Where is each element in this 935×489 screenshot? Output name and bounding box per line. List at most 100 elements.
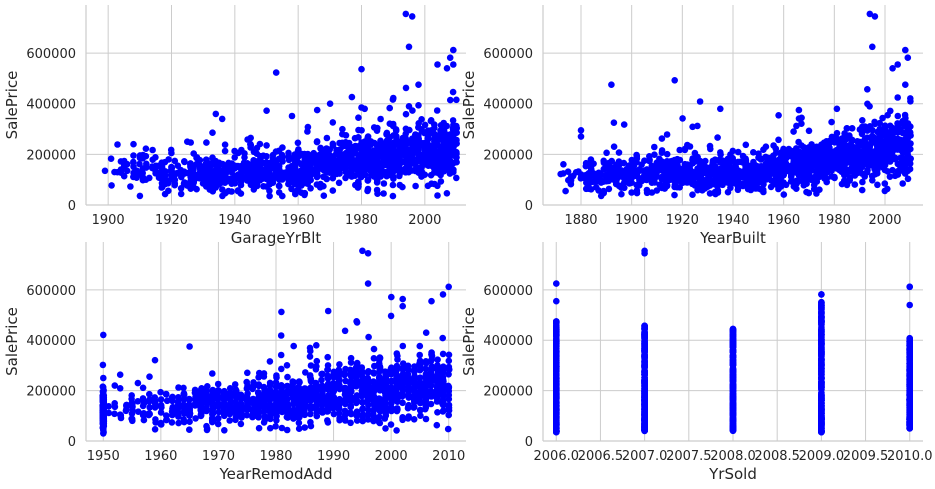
- data-point: [339, 125, 346, 133]
- data-point: [405, 43, 413, 51]
- data-point: [260, 370, 268, 377]
- x-tick-label: 1960: [767, 213, 800, 228]
- data-point: [382, 395, 390, 402]
- data-point: [307, 171, 315, 179]
- data-point: [744, 173, 752, 180]
- data-point: [376, 395, 384, 403]
- y-tick-label: 400000: [483, 98, 533, 113]
- data-point: [871, 171, 879, 178]
- data-point: [180, 384, 187, 392]
- data-point: [243, 385, 251, 392]
- data-point: [901, 111, 909, 119]
- data-point: [276, 182, 283, 190]
- data-point: [209, 386, 217, 394]
- data-point: [101, 167, 109, 175]
- data-point: [320, 192, 328, 199]
- data-point: [374, 124, 381, 132]
- data-point: [843, 169, 851, 176]
- data-point: [433, 421, 441, 429]
- data-point: [323, 156, 330, 164]
- x-tick-label: 2008.0: [710, 449, 756, 464]
- data-point: [140, 410, 148, 417]
- data-point: [742, 141, 750, 149]
- data-point: [727, 177, 734, 184]
- data-point: [651, 151, 658, 158]
- data-point: [358, 139, 365, 146]
- data-point: [445, 351, 453, 359]
- data-point: [307, 166, 315, 174]
- data-point: [689, 123, 696, 131]
- data-point: [336, 139, 343, 147]
- data-point: [324, 382, 332, 390]
- data-point: [430, 169, 438, 176]
- data-point: [221, 147, 229, 155]
- data-point: [212, 110, 220, 118]
- data-point: [421, 383, 429, 391]
- data-point: [364, 250, 372, 257]
- data-point: [795, 106, 803, 114]
- data-point: [714, 187, 722, 194]
- data-point: [260, 384, 268, 392]
- data-point: [445, 383, 453, 391]
- data-point: [603, 162, 610, 170]
- data-point: [284, 387, 292, 395]
- x-tick-label: 1900: [615, 213, 648, 228]
- data-point: [288, 185, 295, 193]
- data-point: [399, 373, 407, 381]
- data-point: [130, 158, 137, 166]
- data-point: [684, 141, 691, 149]
- data-point: [382, 425, 389, 432]
- data-point: [272, 69, 280, 76]
- data-point: [186, 410, 194, 417]
- data-point: [658, 147, 666, 154]
- data-point: [795, 138, 802, 146]
- data-point: [904, 155, 911, 163]
- data-point: [167, 171, 175, 178]
- data-point: [359, 417, 367, 425]
- data-point: [364, 377, 372, 385]
- x-tick-label: 2010.0: [887, 449, 933, 464]
- x-tick-label: 2000: [868, 213, 901, 228]
- y-axis-label: SalePrice: [460, 307, 478, 376]
- data-point: [279, 192, 286, 200]
- data-point: [359, 247, 366, 255]
- x-tick-label: 2010: [432, 449, 465, 464]
- data-point: [290, 395, 297, 402]
- data-point: [772, 145, 780, 152]
- data-point: [152, 167, 159, 174]
- data-point: [395, 138, 403, 145]
- data-point: [168, 408, 176, 416]
- data-point: [307, 185, 314, 192]
- data-point: [221, 387, 228, 395]
- data-point: [775, 112, 782, 119]
- data-point: [214, 392, 222, 399]
- data-point: [676, 146, 683, 154]
- data-point: [437, 178, 445, 185]
- data-point: [190, 176, 197, 184]
- data-point: [139, 176, 147, 184]
- data-point: [383, 155, 390, 163]
- data-point: [290, 400, 297, 408]
- x-tick-label: 2007.0: [622, 449, 668, 464]
- data-point: [142, 145, 150, 152]
- data-point: [255, 424, 263, 432]
- data-point: [373, 151, 381, 158]
- data-point: [450, 166, 457, 173]
- data-point: [557, 170, 564, 178]
- data-point: [136, 192, 144, 200]
- data-point: [158, 163, 166, 171]
- data-point: [203, 426, 211, 434]
- y-tick-label: 200000: [483, 385, 533, 400]
- data-point: [425, 135, 432, 142]
- data-point: [405, 413, 413, 420]
- data-point: [722, 160, 729, 167]
- data-point: [390, 132, 397, 139]
- x-tick-label: 2009.0: [799, 449, 845, 464]
- data-point: [238, 171, 245, 179]
- data-point: [232, 409, 240, 417]
- data-point: [177, 166, 184, 174]
- data-point: [351, 134, 359, 142]
- data-point: [706, 190, 714, 197]
- data-point: [313, 363, 320, 370]
- data-point: [152, 419, 159, 426]
